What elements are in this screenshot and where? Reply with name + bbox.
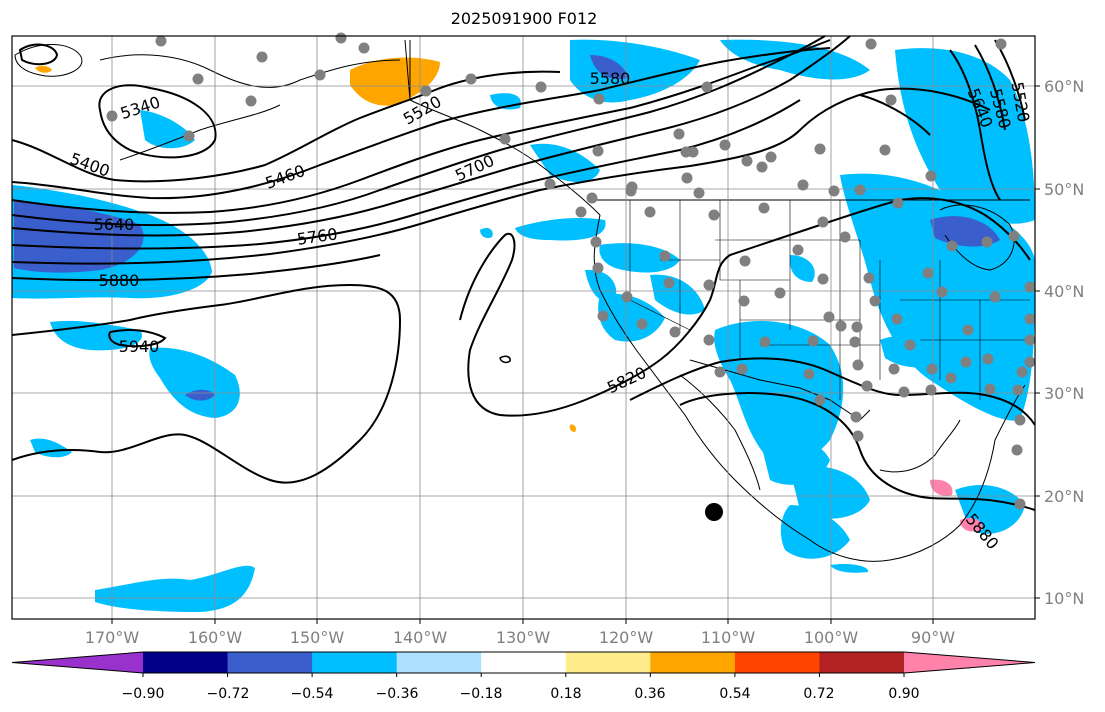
colorbar-tick-label: −0.36 <box>376 686 419 702</box>
colorbar-tick-label: 0.90 <box>888 686 919 702</box>
colorbar-tick-label: 0.54 <box>719 686 750 702</box>
observation-points <box>106 32 1036 510</box>
colorbar-segment <box>565 652 651 673</box>
latitude-labels: 60°N 50°N 40°N 30°N 20°N 10°N <box>1044 77 1084 608</box>
graticule-layer <box>12 36 1035 619</box>
longitude-labels: 170°W 160°W 150°W 140°W 130°W 120°W 110°… <box>85 628 955 647</box>
lat-label: 30°N <box>1044 384 1084 403</box>
colorbar-extend-high <box>904 652 1035 673</box>
lat-label: 60°N <box>1044 77 1084 96</box>
contour-label: 5580 <box>590 69 631 88</box>
colorbar-tick-label: 0.18 <box>550 686 581 702</box>
lon-label: 100°W <box>804 628 859 647</box>
colorbar-tick-label: −0.90 <box>122 686 165 702</box>
contour-label: 5880 <box>99 271 140 290</box>
colorbar-segment <box>481 652 567 673</box>
colorbar-tick-label: −0.18 <box>460 686 503 702</box>
colorbar-segment <box>819 652 905 673</box>
colorbar-labels: −0.90 −0.72 −0.54 −0.36 −0.18 0.18 0.36 … <box>122 686 920 702</box>
map-title: 2025091900 F012 <box>450 9 598 28</box>
colorbar-tick-label: −0.72 <box>207 686 250 702</box>
lon-label: 110°W <box>701 628 756 647</box>
lon-label: 170°W <box>85 628 140 647</box>
lat-label: 50°N <box>1044 180 1084 199</box>
colorbar-segment <box>143 652 229 673</box>
lon-label: 140°W <box>393 628 448 647</box>
lon-label: 150°W <box>290 628 345 647</box>
contour-label: 5640 <box>94 215 135 234</box>
colorbar-segment <box>396 652 482 673</box>
colorbar-extend-low <box>12 652 143 673</box>
lon-label: 160°W <box>188 628 243 647</box>
lon-label: 90°W <box>911 628 955 647</box>
colorbar-segment <box>227 652 313 673</box>
axis-ticks <box>111 85 1040 624</box>
colorbar-segment <box>650 652 736 673</box>
colorbar-segment <box>312 652 398 673</box>
colorbar <box>11 651 1036 677</box>
lon-label: 130°W <box>496 628 551 647</box>
colorbar-tick-label: 0.72 <box>803 686 834 702</box>
lat-label: 40°N <box>1044 282 1084 301</box>
contour-label: 5940 <box>119 337 160 356</box>
station-marker <box>705 503 723 521</box>
lat-label: 10°N <box>1044 589 1084 608</box>
coastline-layer <box>14 39 1030 562</box>
colorbar-tick-label: 0.36 <box>634 686 665 702</box>
lat-label: 20°N <box>1044 487 1084 506</box>
colorbar-tick-label: −0.54 <box>291 686 334 702</box>
lon-label: 120°W <box>599 628 654 647</box>
colorbar-segment <box>734 652 820 673</box>
